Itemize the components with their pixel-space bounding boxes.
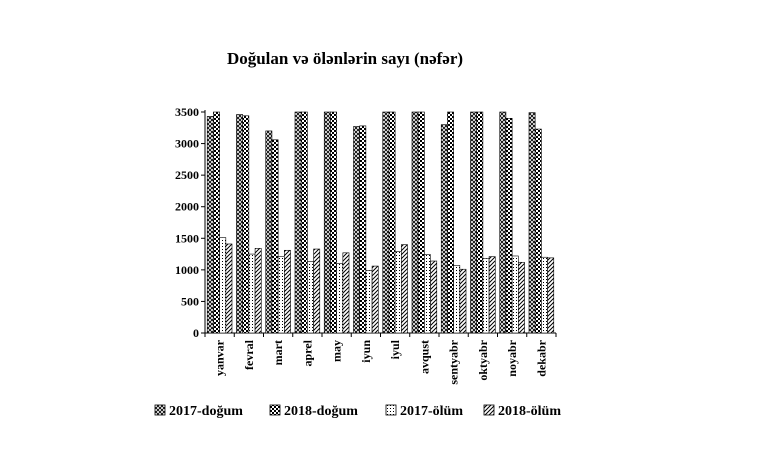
x-tick-label: iyun [359, 340, 373, 363]
bar-iyul-2018-doğum [388, 111, 396, 334]
bar-noyabr-2018-doğum [505, 118, 513, 334]
bar-avqust-2018-ölüm [430, 260, 438, 334]
y-tick-label: 1500 [175, 231, 199, 245]
legend-swatch [385, 404, 397, 416]
y-tick-label: 0 [193, 326, 199, 340]
bar-noyabr-2017-doğum [499, 111, 507, 334]
bar-yanvar-2018-doğum [213, 111, 220, 334]
legend-label: 2017-ölüm [400, 404, 463, 419]
bar-sentyabr-2018-doğum [447, 111, 454, 334]
bar-oktyabr-2017-doğum [470, 111, 477, 334]
bar-aprel-2017-ölüm [307, 261, 314, 334]
x-tick-label: noyabr [505, 339, 519, 376]
legend-swatch [269, 404, 281, 416]
bar-mart-2018-ölüm [284, 249, 291, 334]
bar-iyun-2017-doğum [353, 126, 360, 334]
bar-oktyabr-2017-ölüm [482, 258, 490, 334]
bar-iyun-2018-ölüm [371, 265, 379, 334]
bar-iyul-2017-doğum [382, 111, 390, 334]
y-tick-label: 2500 [175, 168, 199, 182]
bar-mart-2017-ölüm [277, 256, 285, 334]
bar-iyun-2018-doğum [359, 125, 367, 334]
bar-avqust-2017-doğum [411, 111, 419, 334]
y-tick-label: 500 [181, 294, 199, 308]
bar-noyabr-2018-ölüm [518, 261, 525, 334]
bar-iyun-2017-ölüm [365, 270, 373, 334]
y-tick-label: 1000 [175, 263, 199, 277]
bar-noyabr-2017-ölüm [511, 255, 519, 334]
x-tick-label: sentyabr [447, 339, 461, 384]
x-tick-label: yanvar [213, 339, 227, 376]
legend-swatch [483, 404, 495, 416]
legend-label: 2017-doğum [169, 404, 243, 419]
bar-fevral-2018-ölüm [254, 248, 262, 334]
bar-may-2018-ölüm [342, 252, 350, 334]
plot-area: 0 500 1000 1500 2000 2500 3000 3500 yanvar fevral… [175, 105, 557, 385]
bar-fevral-2017-ölüm [248, 253, 256, 334]
bar-yanvar-2017-doğum [206, 116, 214, 334]
bar-sentyabr-2017-doğum [440, 124, 448, 334]
bar-dekabr-2018-ölüm [547, 257, 555, 334]
bar-may-2017-ölüm [336, 263, 344, 334]
chart-title: Doğulan və ölənlərin sayı (nəfər) [227, 49, 463, 68]
x-tick-label: mart [271, 340, 285, 365]
bar-dekabr-2017-ölüm [541, 256, 548, 334]
x-tick-label: iyul [388, 339, 402, 359]
y-tick-label: 2000 [175, 200, 199, 214]
legend-label: 2018-doğum [284, 404, 358, 419]
bar-mart-2017-doğum [265, 130, 273, 334]
x-tick-label: oktyabr [476, 339, 490, 380]
bar-oktyabr-2018-doğum [476, 111, 484, 334]
bar-may-2017-doğum [323, 111, 331, 334]
bar-avqust-2018-doğum [417, 111, 425, 334]
x-tick-label: dekabr [534, 339, 548, 376]
x-tick-label: avqust [417, 340, 431, 374]
legend-swatch [154, 404, 166, 416]
bar-yanvar-2017-ölüm [219, 237, 227, 334]
bar-iyul-2018-ölüm [401, 244, 408, 334]
x-tick-label: aprel [300, 339, 314, 366]
bar-sentyabr-2018-ölüm [459, 268, 467, 334]
y-tick-label: 3000 [175, 137, 199, 151]
bar-may-2018-doğum [330, 111, 337, 334]
bar-dekabr-2017-doğum [528, 112, 536, 334]
bar-avqust-2017-ölüm [424, 254, 431, 334]
legend: 2017-doğum 2018-doğum 2017-ölüm 2018-ölüm [154, 404, 561, 419]
bar-yanvar-2018-ölüm [225, 243, 233, 334]
bar-dekabr-2018-doğum [534, 128, 542, 334]
legend-label: 2018-ölüm [498, 404, 561, 419]
bar-fevral-2017-doğum [236, 114, 243, 334]
x-tick-label: may [330, 340, 344, 362]
bar-aprel-2018-doğum [300, 111, 308, 334]
x-tick-label: fevral [242, 339, 256, 370]
y-tick-label: 3500 [175, 105, 199, 119]
bar-aprel-2017-doğum [294, 111, 302, 334]
bar-iyul-2017-ölüm [394, 251, 402, 334]
bar-aprel-2018-ölüm [313, 248, 321, 334]
bar-mart-2018-doğum [271, 139, 279, 334]
bar-sentyabr-2017-ölüm [453, 265, 461, 334]
bar-oktyabr-2018-ölüm [488, 256, 496, 334]
bar-fevral-2018-doğum [242, 115, 250, 334]
